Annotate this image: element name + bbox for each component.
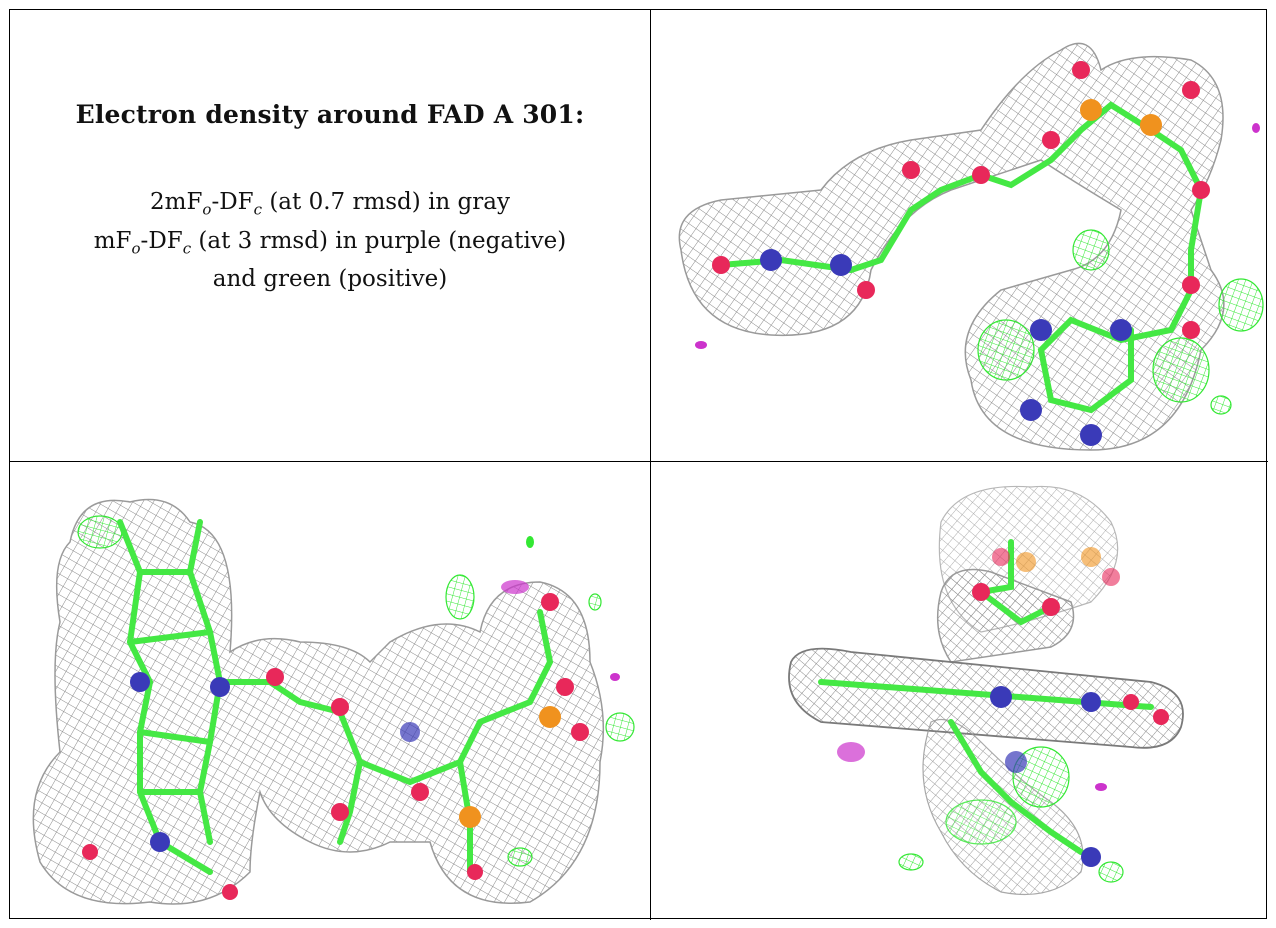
legend-lines: 2mFo-DFc (at 0.7 rmsd) in gray mFo-DFc (… <box>10 187 650 295</box>
legend-line-fofc: mFo-DFc (at 3 rmsd) in purple (negative) <box>93 227 567 258</box>
legend-title: Electron density around FAD A 301: <box>75 100 585 129</box>
legend-cell: Electron density around FAD A 301: 2mFo-… <box>10 10 651 462</box>
legend-line-colors: and green (positive) <box>212 266 448 293</box>
legend-line-2fofc: 2mFo-DFc (at 0.7 rmsd) in gray <box>150 189 510 219</box>
density-view-1 <box>651 10 1268 462</box>
molecule-density-icon <box>678 42 1264 451</box>
density-view-2 <box>10 462 651 920</box>
figure-table: Electron density around FAD A 301: 2mFo-… <box>9 9 1268 920</box>
molecule-density-icon <box>788 485 1184 895</box>
density-view-3 <box>651 462 1268 920</box>
molecule-density-icon <box>32 498 635 905</box>
legend: Electron density around FAD A 301: 2mFo-… <box>10 10 650 295</box>
